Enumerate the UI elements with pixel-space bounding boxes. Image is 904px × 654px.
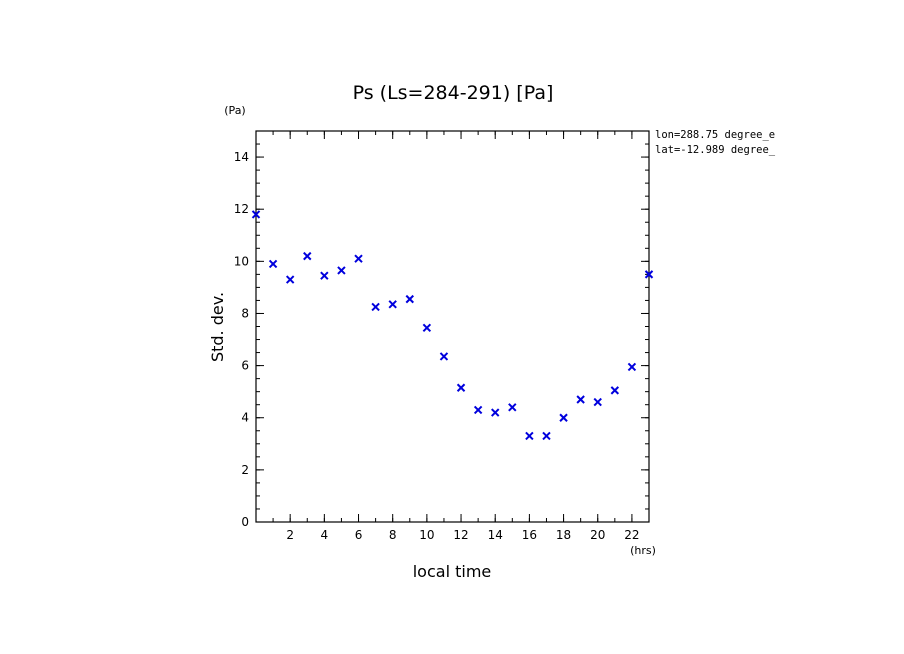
y-tick-label: 6 — [241, 359, 249, 373]
data-point — [371, 302, 380, 312]
data-point — [268, 259, 278, 269]
data-point-stroke — [303, 251, 312, 261]
axis-ticks — [256, 131, 649, 523]
y-axis-label: Std. dev. — [208, 292, 227, 362]
data-point-stroke — [559, 413, 568, 422]
data-point-stroke — [456, 383, 466, 392]
annotation-lat: lat=-12.989 degree_ — [655, 144, 776, 156]
x-tick-label: 18 — [556, 528, 571, 542]
data-point — [525, 431, 534, 441]
y-tick-label: 0 — [241, 515, 249, 529]
data-point-stroke — [542, 431, 551, 441]
data-point — [303, 251, 312, 261]
data-point-stroke — [491, 408, 500, 417]
y-tick-label: 14 — [234, 150, 249, 164]
data-point — [251, 210, 261, 219]
data-point-stroke — [525, 431, 534, 441]
data-point-stroke — [508, 403, 517, 412]
x-tick-label: 10 — [419, 528, 434, 542]
data-point-stroke — [320, 271, 329, 280]
data-point-stroke — [354, 254, 363, 263]
x-tick-label: 4 — [321, 528, 329, 542]
data-point — [422, 323, 432, 333]
data-point — [439, 352, 449, 361]
data-point — [388, 300, 397, 309]
x-tick-label: 16 — [522, 528, 537, 542]
data-point-stroke — [627, 362, 637, 372]
x-axis-label: local time — [413, 562, 492, 581]
data-point — [337, 266, 346, 275]
annotation-lon: lon=288.75 degree_e — [655, 129, 775, 141]
data-point-stroke — [337, 266, 346, 275]
x-unit-label: (hrs) — [630, 544, 656, 557]
data-point — [354, 254, 363, 263]
x-tick-label: 6 — [355, 528, 363, 542]
data-point — [491, 408, 500, 417]
data-point — [456, 383, 466, 392]
data-point — [473, 405, 483, 415]
data-point-stroke — [371, 302, 380, 312]
data-point-stroke — [473, 405, 483, 415]
axis-tick-labels: 2 4 6 8 10 12 14 16 18 20 22 0 2 4 6 8 10 12 14 — [234, 150, 640, 542]
data-point — [644, 270, 654, 279]
data-point — [285, 275, 295, 284]
data-point-stroke — [268, 259, 278, 269]
y-tick-label: 2 — [241, 463, 249, 477]
data-point — [405, 294, 414, 304]
x-tick-label: 20 — [590, 528, 605, 542]
data-point — [576, 395, 585, 404]
x-tick-label: 2 — [286, 528, 294, 542]
y-tick-label: 12 — [234, 202, 249, 216]
y-tick-label: 8 — [241, 306, 249, 320]
data-point — [627, 362, 637, 372]
y-unit-label: (Pa) — [224, 104, 245, 117]
data-markers — [251, 210, 654, 441]
data-point-stroke — [285, 275, 295, 284]
data-point-stroke — [405, 294, 414, 304]
data-point — [508, 403, 517, 412]
plot-frame — [255, 130, 650, 523]
data-point — [559, 413, 568, 422]
data-point-stroke — [593, 397, 602, 407]
data-point-stroke — [576, 395, 585, 404]
data-point — [610, 386, 620, 395]
x-tick-label: 14 — [488, 528, 503, 542]
data-point-stroke — [644, 270, 654, 279]
data-point — [320, 271, 329, 280]
x-tick-label: 8 — [389, 528, 397, 542]
data-point-stroke — [610, 386, 620, 395]
data-point-stroke — [388, 300, 397, 309]
x-tick-label: 12 — [453, 528, 468, 542]
data-point-stroke — [251, 210, 261, 219]
x-tick-label: 22 — [624, 528, 639, 542]
data-point — [542, 431, 551, 441]
data-point — [593, 397, 602, 407]
chart-title: Ps (Ls=284-291) [Pa] — [353, 82, 554, 104]
y-tick-label: 4 — [241, 411, 249, 425]
data-point-stroke — [422, 323, 432, 333]
data-point-stroke — [439, 352, 449, 361]
y-tick-label: 10 — [234, 254, 249, 268]
